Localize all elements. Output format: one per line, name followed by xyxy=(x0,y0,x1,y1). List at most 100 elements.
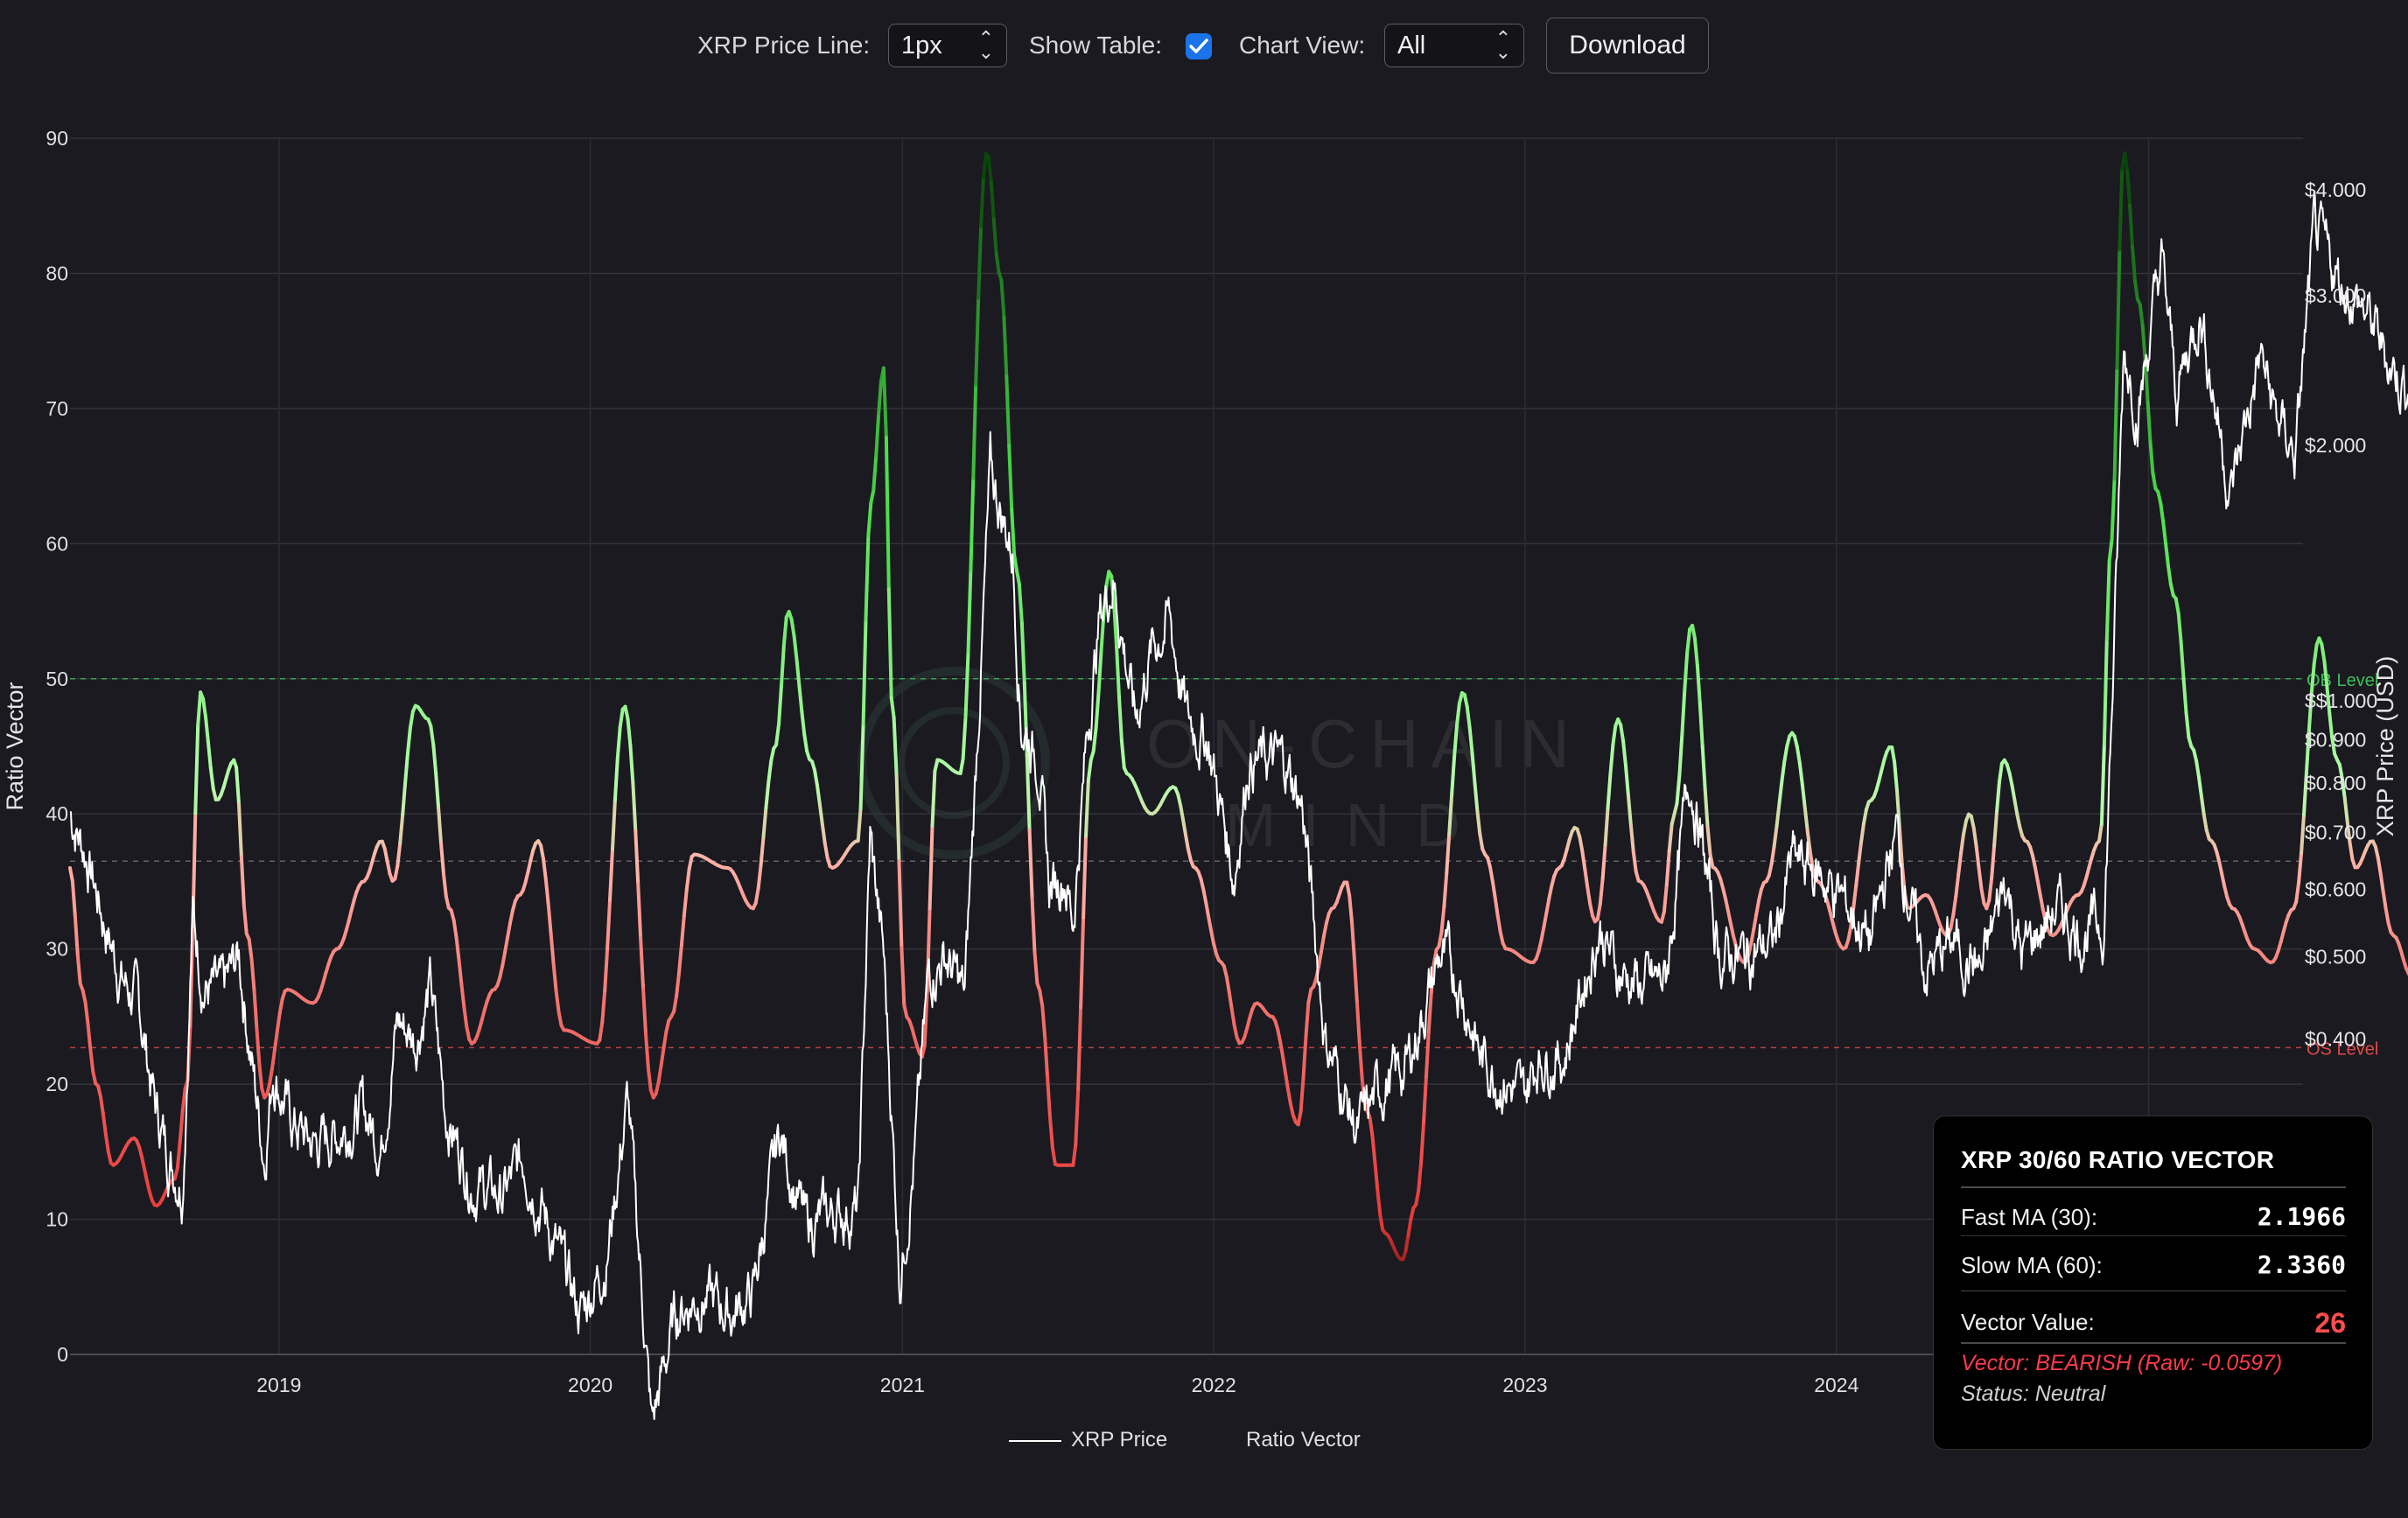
ratio-vector-segment xyxy=(1204,901,1211,920)
ratio-vector-segment xyxy=(1439,905,1446,934)
ratio-vector-segment xyxy=(1767,862,1774,878)
ratio-vector-segment xyxy=(2166,564,2173,586)
ratio-vector-segment xyxy=(2012,798,2020,817)
ratio-vector-segment xyxy=(1857,840,1864,865)
ratio-vector-segment xyxy=(1462,692,1469,709)
y-tick-right: $0.800 xyxy=(2305,772,2366,794)
ratio-vector-segment xyxy=(1278,1040,1285,1060)
legend-item-vector[interactable]: Ratio Vector xyxy=(1246,1428,1361,1452)
ratio-vector-segment xyxy=(753,886,760,906)
ratio-vector-segment xyxy=(1690,624,1697,640)
show-table-checkbox[interactable] xyxy=(1186,33,1212,59)
ratio-vector-segment xyxy=(600,989,607,1025)
ratio-vector-segment xyxy=(1186,847,1193,863)
ratio-vector-segment xyxy=(1757,887,1763,902)
legend-swatch-price xyxy=(1009,1440,1061,1442)
ratio-vector-segment xyxy=(2302,771,2308,817)
ratio-vector-segment xyxy=(866,501,873,537)
ratio-vector-segment xyxy=(634,829,640,885)
chart-view-value: All xyxy=(1397,31,1426,59)
ratio-vector-segment xyxy=(2159,500,2166,523)
ratio-vector-segment xyxy=(687,855,694,871)
ratio-vector-segment xyxy=(1578,835,1585,853)
price-line-select[interactable]: 1px ⌃ ⌄ xyxy=(888,24,1007,67)
ratio-vector-segment xyxy=(1040,1004,1047,1039)
ratio-vector-segment xyxy=(1032,950,1040,985)
ratio-vector-segment xyxy=(1048,1116,1054,1151)
ratio-vector-segment xyxy=(2381,889,2388,911)
ratio-vector-segment xyxy=(2110,477,2117,542)
ratio-vector-segment xyxy=(385,859,392,876)
ratio-vector-segment xyxy=(257,1062,264,1091)
ratio-vector-segment xyxy=(2033,865,2040,883)
ratio-vector-segment xyxy=(1071,1143,1078,1167)
download-button[interactable]: Download xyxy=(1546,17,1709,73)
ratio-vector-segment xyxy=(2164,542,2170,568)
ratio-vector-segment xyxy=(966,569,973,655)
ratio-vector-segment xyxy=(656,1064,663,1085)
ratio-vector-segment xyxy=(1030,897,1037,955)
ratio-vector-segment xyxy=(1284,1071,1290,1092)
vector-value-label: Vector Value: xyxy=(1961,1309,2095,1335)
ratio-vector-segment xyxy=(1488,865,1494,884)
ratio-vector-segment xyxy=(1974,844,1981,871)
ratio-vector-segment xyxy=(1708,852,1715,869)
ratio-vector-segment xyxy=(178,1109,185,1144)
ratio-vector-segment xyxy=(2322,659,2329,688)
slow-ma-value: 2.3360 xyxy=(2257,1249,2346,1279)
x-tick: 2019 xyxy=(256,1374,301,1396)
x-tick: 2022 xyxy=(1192,1374,1236,1396)
ratio-vector-segment xyxy=(1703,787,1710,829)
divider xyxy=(1961,1235,2346,1236)
ratio-vector-segment xyxy=(1199,878,1206,892)
ratio-vector-segment xyxy=(196,690,203,727)
y-tick-left: 0 xyxy=(57,1343,68,1366)
ratio-vector-segment xyxy=(1954,872,1961,899)
ratio-vector-segment xyxy=(506,921,512,940)
ratio-vector-segment xyxy=(2378,871,2385,893)
ratio-vector-segment xyxy=(1493,897,1500,919)
ratio-vector-segment xyxy=(963,651,970,720)
ratio-vector-segment xyxy=(623,704,630,721)
ratio-vector-segment xyxy=(1304,1000,1311,1039)
ratio-vector-segment xyxy=(1728,921,1735,937)
ratio-vector-segment xyxy=(677,943,683,976)
y-axis-title-left: Ratio Vector xyxy=(2,682,28,810)
ratio-vector-segment xyxy=(1222,964,1228,979)
ratio-vector-segment xyxy=(1979,887,1986,906)
fast-ma-value: 2.1966 xyxy=(2257,1201,2346,1231)
ratio-vector-segment xyxy=(1276,1027,1283,1044)
ratio-vector-segment xyxy=(920,1044,927,1059)
ratio-vector-segment xyxy=(646,1067,653,1092)
ratio-vector-segment xyxy=(872,454,878,493)
ratio-vector-segment xyxy=(822,841,830,860)
ratio-vector-segment xyxy=(2015,813,2022,829)
ratio-vector-segment xyxy=(1465,704,1472,730)
ratio-vector-segment xyxy=(1698,701,1704,748)
chart-view-select[interactable]: All ⌃ ⌄ xyxy=(1384,24,1524,67)
ratio-vector-segment xyxy=(1227,990,1234,1011)
ratio-vector-segment xyxy=(1082,834,1088,920)
ratio-vector-segment xyxy=(2146,400,2152,444)
y-tick-right: $0.500 xyxy=(2305,945,2366,968)
y-tick-right: $3.000 xyxy=(2305,284,2366,307)
ratio-vector-segment xyxy=(1043,1035,1050,1080)
ratio-vector-segment xyxy=(142,1165,149,1182)
legend-item-price[interactable]: XRP Price xyxy=(1071,1428,1168,1452)
vector-state-text: Vector: BEARISH (Raw: -0.0597) xyxy=(1961,1350,2283,1375)
ratio-vector-segment xyxy=(539,843,545,861)
ratio-vector-segment xyxy=(933,758,940,773)
ratio-vector-segment xyxy=(1345,880,1352,898)
price-line-value: 1px xyxy=(901,31,942,59)
ratio-vector-segment xyxy=(874,412,881,458)
y-tick-left: 80 xyxy=(46,262,68,284)
fast-ma-label: Fast MA (30): xyxy=(1961,1203,2098,1230)
ratio-vector-segment xyxy=(1353,959,1359,1005)
ratio-vector-segment xyxy=(442,872,448,899)
ratio-vector-segment xyxy=(1992,809,1999,848)
ratio-vector-segment xyxy=(1498,930,1505,945)
ratio-vector-segment xyxy=(1987,876,1994,903)
ratio-vector-segment xyxy=(454,935,461,962)
ratio-vector-segment xyxy=(1606,772,1613,810)
ratio-vector-segment xyxy=(434,772,441,810)
